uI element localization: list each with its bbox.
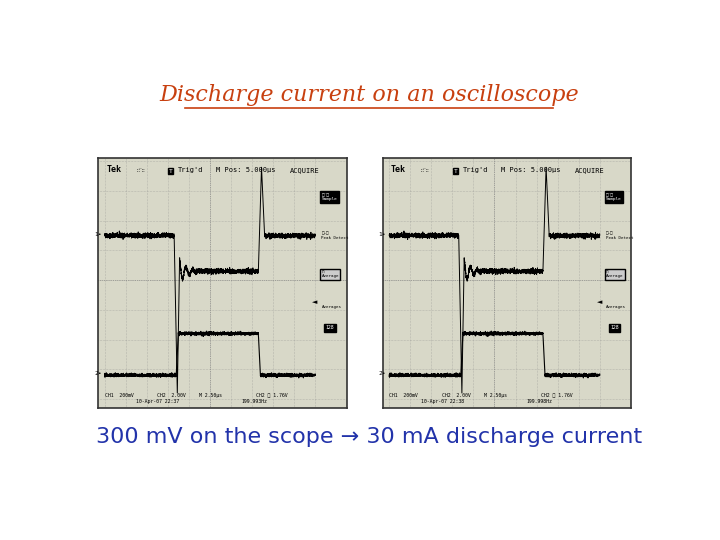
Text: 300 mV on the scope → 30 mA discharge current: 300 mV on the scope → 30 mA discharge cu… bbox=[96, 427, 642, 447]
Text: Discharge current on an oscilloscope: Discharge current on an oscilloscope bbox=[159, 84, 579, 105]
